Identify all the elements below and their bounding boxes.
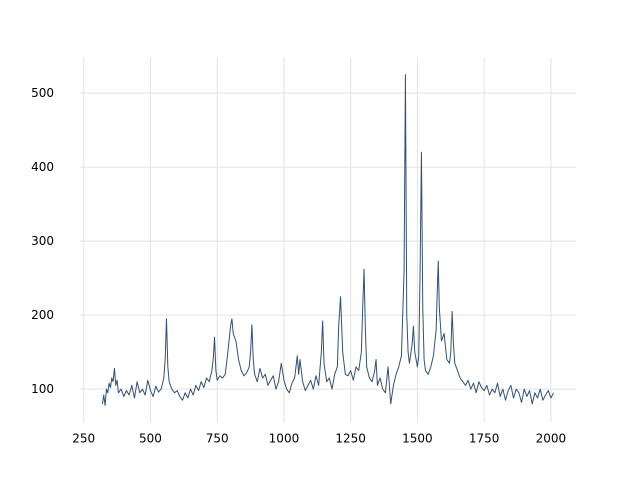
x-tick-label: 2000 [536, 431, 567, 445]
line [101, 74, 555, 406]
y-tick-label: 100 [31, 382, 54, 396]
x-tick-label: 1250 [335, 431, 366, 445]
x-tick-label: 250 [72, 431, 95, 445]
y-tick-label: 400 [31, 160, 54, 174]
x-tick-label: 1500 [402, 431, 433, 445]
y-tick-label: 200 [31, 308, 54, 322]
y-tick-label: 500 [31, 86, 54, 100]
x-tick-label: 500 [139, 431, 162, 445]
y-tick-label: 300 [31, 234, 54, 248]
x-tick-label: 1000 [269, 431, 300, 445]
x-tick-label: 750 [206, 431, 229, 445]
x-tick-label: 1750 [469, 431, 500, 445]
